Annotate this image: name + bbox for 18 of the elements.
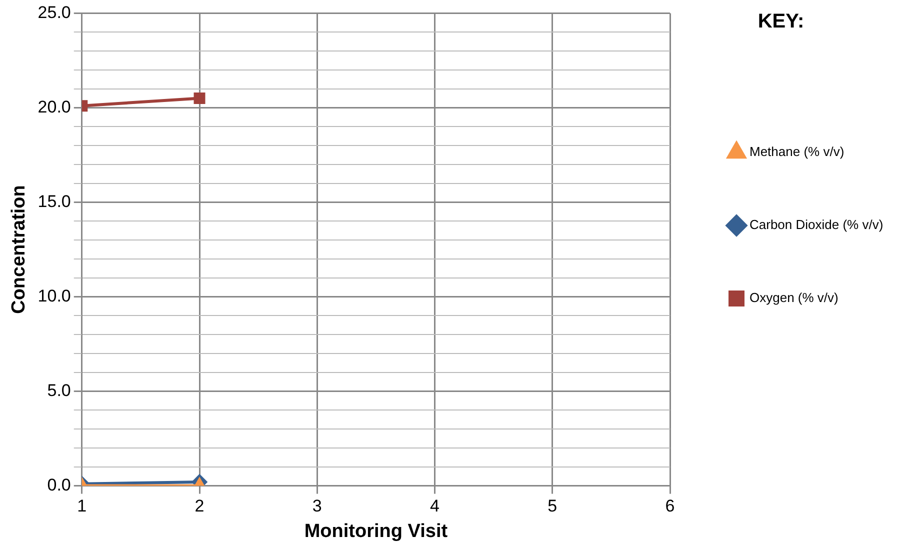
x-tick-label: 6 xyxy=(665,496,675,516)
y-tick-label: 10.0 xyxy=(38,286,71,306)
y-tick-label: 0.0 xyxy=(47,475,71,494)
y-tick-label: 25.0 xyxy=(38,2,71,22)
y-tick-label: 15.0 xyxy=(38,192,71,211)
x-tick-label: 1 xyxy=(77,496,87,516)
legend-title: KEY: xyxy=(758,10,804,33)
legend-label: Oxygen (% v/v) xyxy=(750,290,838,306)
x-tick-label: 3 xyxy=(312,496,322,516)
x-axis-title: Monitoring Visit xyxy=(304,520,448,542)
x-tick-label: 2 xyxy=(194,496,204,516)
y-tick-label: 20.0 xyxy=(38,97,71,116)
x-tick-label: 5 xyxy=(548,496,558,516)
legend-label: Methane (% v/v) xyxy=(750,144,844,160)
y-axis-title: Concentration xyxy=(8,185,30,314)
legend-label: Carbon Dioxide (% v/v) xyxy=(750,217,884,232)
x-tick-label: 4 xyxy=(430,496,440,516)
y-tick-label: 5.0 xyxy=(47,380,71,400)
